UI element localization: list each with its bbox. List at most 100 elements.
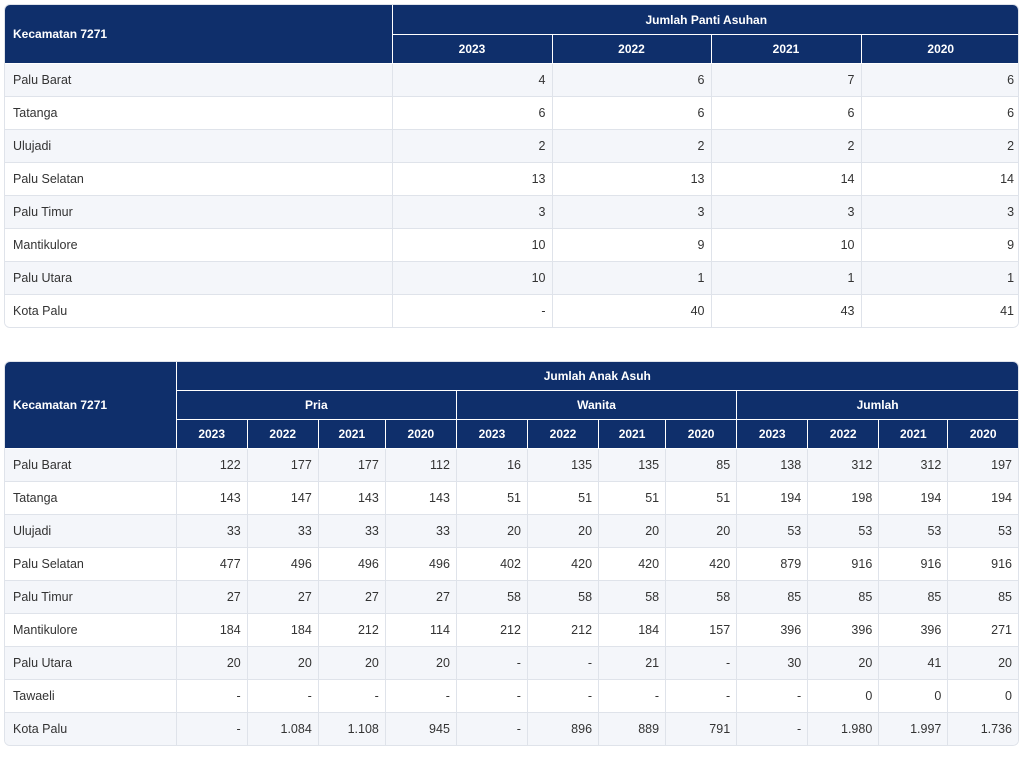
group-header: Jumlah Anak Asuh [175,362,1018,391]
year-header: 2022 [526,419,600,449]
value-cell: 27 [175,580,248,614]
value-cell: 20 [526,514,600,548]
kecamatan-name: Tatanga [5,96,393,130]
table-row: Palu Timur 27 27 27 27 58 58 58 58 85 85 85 85 [5,580,1018,614]
value-cell: 147 [246,481,319,515]
value-cell: 14 [710,162,862,196]
value-cell: 184 [598,613,667,647]
kecamatan-name: Kota Palu [5,712,177,745]
year-header: 2022 [807,419,880,449]
value-cell: 20 [317,646,386,680]
table-row: Palu Barat 122 177 177 112 16 135 135 85 138 312 31… [5,448,1018,482]
value-cell: - [736,679,809,713]
value-cell: 1 [860,261,1018,295]
value-cell: 2 [551,129,712,163]
value-cell: 138 [736,448,809,482]
table-row: Kota Palu -40 43 41 [5,294,1018,327]
kecamatan-name: Palu Barat [5,63,393,97]
value-cell: - [246,679,319,713]
value-cell: 58 [665,580,738,614]
value-cell: 916 [878,547,949,581]
value-cell: 51 [526,481,600,515]
value-cell: 122 [175,448,248,482]
table-row: Palu Barat 4 6 7 6 [5,63,1018,97]
value-cell: 194 [947,481,1018,515]
year-header: 2023 [736,419,809,449]
value-cell: 396 [736,613,809,647]
value-cell: 896 [526,712,600,745]
panti-asuhan-table: Kecamatan 7271 Jumlah Panti Asuhan 2023 2… [5,5,1018,327]
value-cell: 58 [455,580,528,614]
value-cell: 112 [384,448,457,482]
value-cell: 40 [551,294,712,327]
table-row: Tatanga 143 147 143 143 51 51 51 51 194 198 194 194 [5,481,1018,515]
year-header: 2023 [176,419,248,449]
value-cell: 135 [526,448,600,482]
value-cell: 496 [246,547,319,581]
value-cell: 889 [598,712,667,745]
value-cell: 1.736 [947,712,1018,745]
value-cell: 10 [710,228,862,262]
value-cell: - [526,679,600,713]
year-header: 2021 [710,34,862,64]
value-cell: 402 [455,547,528,581]
value-cell: 14 [860,162,1018,196]
value-cell: 51 [665,481,738,515]
value-cell: 1.108 [317,712,386,745]
year-header: 2021 [878,419,949,449]
value-cell: 9 [551,228,712,262]
value-cell: - [317,679,386,713]
value-cell: 0 [807,679,880,713]
value-cell: 945 [384,712,457,745]
value-cell: 51 [598,481,667,515]
anak-asuh-table-container: Kecamatan 7271 Jumlah Anak Asuh Pria Wani… [4,361,1019,746]
value-cell: 312 [878,448,949,482]
value-cell: 2 [860,129,1018,163]
value-cell: 33 [317,514,386,548]
value-cell: 33 [175,514,248,548]
value-cell: 212 [526,613,600,647]
year-header: 2020 [384,419,457,449]
value-cell: 420 [526,547,600,581]
year-header: 2023 [392,34,553,64]
year-header: 2023 [455,419,528,449]
value-cell: 20 [455,514,528,548]
table-row: Kota Palu -1.084 1.108 945-896 889 791-1.980 1… [5,712,1018,745]
value-cell: 13 [391,162,553,196]
value-cell: 20 [807,646,880,680]
value-cell: 10 [391,261,553,295]
kecamatan-name: Mantikulore [5,228,393,262]
value-cell: 6 [551,63,712,97]
value-cell: 1.997 [878,712,949,745]
subgroup-header: Pria [176,390,457,420]
value-cell: 1.980 [807,712,880,745]
value-cell: 33 [246,514,319,548]
kecamatan-name: Tawaeli [5,679,177,713]
value-cell: 271 [947,613,1018,647]
value-cell: 3 [391,195,553,229]
year-header: 2022 [246,419,319,449]
value-cell: 41 [860,294,1018,327]
value-cell: 143 [175,481,248,515]
value-cell: 143 [384,481,457,515]
value-cell: 7 [710,63,862,97]
value-cell: 20 [175,646,248,680]
value-cell: 1 [551,261,712,295]
value-cell: - [455,646,528,680]
value-cell: - [665,679,738,713]
value-cell: 477 [175,547,248,581]
value-cell: 9 [860,228,1018,262]
value-cell: 20 [598,514,667,548]
value-cell: 3 [860,195,1018,229]
kecamatan-name: Palu Timur [5,580,177,614]
value-cell: - [175,712,248,745]
value-cell: 916 [947,547,1018,581]
value-cell: - [391,294,553,327]
value-cell: - [455,712,528,745]
value-cell: 143 [317,481,386,515]
value-cell: - [384,679,457,713]
value-cell: - [175,679,248,713]
value-cell: 114 [384,613,457,647]
year-header: 2021 [317,419,386,449]
value-cell: 791 [665,712,738,745]
